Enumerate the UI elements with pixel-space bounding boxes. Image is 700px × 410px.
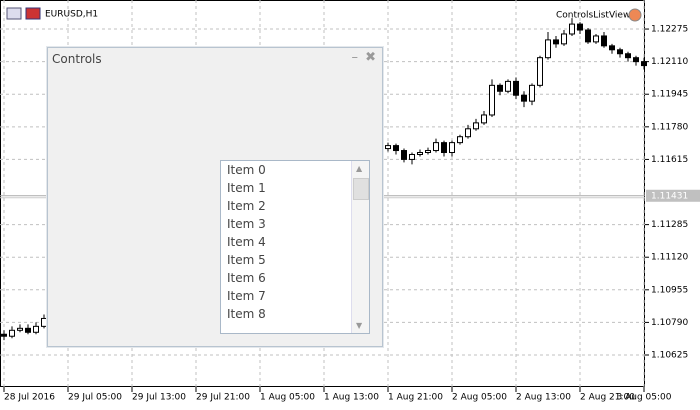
x-tick-label: 1 Aug 05:00 — [260, 393, 315, 403]
x-tick-label: 2 Aug 21:00 — [580, 393, 635, 403]
candle-body — [41, 317, 47, 327]
candle-body — [449, 142, 455, 154]
candle-body — [545, 39, 551, 59]
candle-body — [465, 128, 471, 138]
bid-box — [646, 189, 700, 202]
x-tick-label: 28 Jul 2016 — [4, 393, 55, 403]
candle-body — [569, 23, 575, 35]
x-tick-label: 29 Jul 13:00 — [132, 393, 186, 403]
scrollbar[interactable]: ▲ ▼ — [351, 161, 369, 333]
candle-body — [425, 150, 431, 154]
minimize-button[interactable]: – — [351, 50, 359, 65]
candle-body — [537, 57, 543, 86]
y-tick-label: 1.10625 — [651, 350, 688, 360]
candle-body — [513, 80, 519, 96]
close-button[interactable]: ✖ — [365, 50, 376, 65]
candle-body — [1, 333, 7, 337]
x-tick-label: 2 Aug 13:00 — [516, 393, 571, 403]
candle-body — [617, 49, 623, 55]
candle-body — [457, 136, 463, 144]
candle-body — [633, 57, 639, 63]
symbol: EURUSD,H1 — [45, 10, 98, 20]
candle-body — [393, 145, 399, 152]
candle-body — [433, 142, 439, 152]
list-item[interactable]: Item 0 — [227, 163, 266, 177]
y-tick-label: 1.11120 — [651, 253, 688, 263]
candle-body — [9, 329, 15, 337]
x-tick-label: 3 Aug 05:00 — [617, 393, 672, 403]
y-tick-label: 1.11615 — [651, 155, 688, 165]
y-tick-label: 1.12275 — [651, 25, 688, 35]
x-tick-label: 29 Jul 05:00 — [68, 393, 122, 403]
candle-body — [497, 84, 503, 92]
list-item[interactable]: Item 4 — [227, 235, 266, 249]
candle-body — [481, 114, 487, 124]
x-tick-label: 1 Aug 13:00 — [324, 393, 379, 403]
x-tick-label: 1 Aug 21:00 — [388, 393, 443, 403]
dialog-title: Controls — [52, 52, 102, 66]
list-item[interactable]: Item 8 — [227, 307, 266, 321]
candle-body — [25, 327, 31, 333]
dialog[interactable]: Controls – ✖ ▲ ▼ Item 0 Item 1 Item 2 Item … — [47, 47, 383, 347]
window-icon — [25, 7, 41, 20]
indicator-icon — [628, 8, 642, 22]
candle-body — [609, 45, 615, 51]
indicator-name: ControlsListView — [556, 11, 630, 21]
scroll-down[interactable]: ▼ — [356, 321, 363, 330]
candle-body — [409, 153, 415, 160]
candle-body — [585, 29, 591, 43]
x-tick-label: 29 Jul 21:00 — [196, 393, 250, 403]
candle-body — [521, 94, 527, 102]
candle-body — [401, 150, 407, 160]
list-view[interactable]: ▲ ▼ Item 0 Item 1 Item 2 Item 3 Item 4 Item 5… — [220, 160, 370, 334]
scroll-thumb[interactable] — [353, 178, 369, 200]
list-item[interactable]: Item 1 — [227, 181, 266, 195]
bid-label: 1.11431 — [651, 191, 688, 201]
list-item[interactable]: Item 7 — [227, 289, 266, 303]
candle-body — [385, 145, 391, 150]
candle-body — [529, 84, 535, 102]
candle-body — [577, 23, 583, 31]
candle-body — [505, 80, 511, 92]
candle-body — [593, 35, 599, 43]
x-tick-label: 2 Aug 05:00 — [452, 393, 507, 403]
y-tick-label: 1.11285 — [651, 220, 688, 230]
candle-body — [601, 35, 607, 47]
y-tick-label: 1.10790 — [651, 318, 688, 328]
candle-body — [561, 33, 567, 45]
y-tick-label: 1.12110 — [651, 57, 688, 67]
window-icon — [6, 7, 22, 20]
y-tick-label: 1.10955 — [651, 285, 688, 295]
y-tick-label: 1.11780 — [651, 122, 688, 132]
candle-body — [473, 122, 479, 130]
candle-body — [17, 327, 23, 331]
candle-body — [417, 152, 423, 155]
candle-body — [553, 39, 559, 45]
list-item[interactable]: Item 5 — [227, 253, 266, 267]
candle-body — [489, 84, 495, 116]
scroll-up[interactable]: ▲ — [356, 164, 363, 173]
list-item[interactable]: Item 2 — [227, 199, 266, 213]
candle-body — [625, 53, 631, 59]
candle-body — [641, 61, 647, 67]
candle-body — [33, 325, 39, 333]
candle-body — [441, 142, 447, 154]
list-item[interactable]: Item 3 — [227, 217, 266, 231]
y-tick-label: 1.11945 — [651, 90, 688, 100]
list-item[interactable]: Item 6 — [227, 271, 266, 285]
